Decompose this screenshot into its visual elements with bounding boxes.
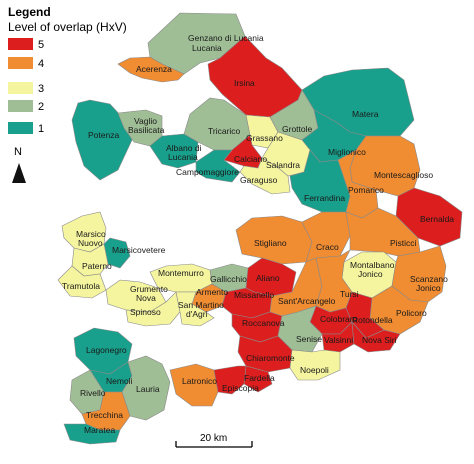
region-nova-siri [351, 321, 401, 353]
label-latronico: Latronico [182, 376, 217, 386]
label-grassano: Grassano [246, 133, 283, 143]
label-stigliano: Stigliano [254, 238, 287, 248]
label-genzano-2: Lucania [192, 43, 222, 53]
label-sant-arcangelo: Sant'Arcangelo [278, 296, 336, 306]
map-regions [57, 12, 463, 445]
label-nemoli: Nemoli [106, 376, 133, 386]
label-albano: Albano di [166, 143, 202, 153]
label-paterno: Paterno [82, 261, 112, 271]
label-episcopia: Episcopia [222, 383, 259, 393]
label-scanzano: Scanzano [410, 274, 448, 284]
label-armento: Armento [196, 287, 228, 297]
label-tramutola: Tramutola [62, 281, 100, 291]
label-miglionico: Miglionico [328, 147, 366, 157]
label-noepoli: Noepoli [300, 365, 329, 375]
legend-subtitle: Level of overlap (HxV) [8, 20, 127, 34]
legend-label-4: 4 [38, 58, 44, 70]
label-missanello: Missanello [234, 290, 274, 300]
label-vaglio-2: Basilicata [128, 125, 165, 135]
label-montalbano: Montalbano [350, 260, 395, 270]
label-rivello: Rivello [80, 388, 106, 398]
label-san-martino-2: d'Agri [186, 309, 208, 319]
label-montescaglioso: Montescaglioso [374, 170, 433, 180]
legend-swatch-3 [8, 82, 33, 94]
label-matera: Matera [352, 109, 379, 119]
label-montemurro: Montemurro [158, 268, 204, 278]
legend-label-2: 2 [38, 101, 44, 113]
label-scanzano-2: Jonico [416, 283, 441, 293]
label-san-martino: San Martino [178, 300, 224, 310]
legend-swatch-2 [8, 100, 33, 112]
label-roccanova: Roccanova [242, 318, 285, 328]
legend-label-5: 5 [38, 39, 44, 51]
label-marsicovetere: Marsicovetere [112, 245, 166, 255]
label-albano-2: Lucania [168, 152, 198, 162]
label-genzano: Genzano di Lucania [188, 33, 264, 43]
north-arrow-icon [12, 163, 26, 183]
label-pomarico: Pomarico [348, 185, 384, 195]
region-tramutola [57, 265, 107, 299]
town-labels: Genzano di Lucania Lucania Acerenza Irsi… [62, 33, 454, 435]
label-aliano: Aliano [256, 273, 280, 283]
label-marsico-2: Nuovo [78, 238, 103, 248]
label-calciano: Calciano [234, 154, 267, 164]
label-ferrandina: Ferrandina [304, 193, 345, 203]
label-lagonegro: Lagonegro [86, 345, 127, 355]
region-albano-di-lucania [149, 133, 199, 169]
legend-title: Legend [8, 5, 51, 19]
label-grumento: Grumento [130, 284, 168, 294]
label-montalbano-2: Jonico [358, 269, 383, 279]
region-san-martino-d-agri [175, 291, 215, 327]
region-latronico [169, 363, 219, 407]
label-lauria: Lauria [136, 384, 160, 394]
label-craco: Craco [316, 242, 339, 252]
label-potenza: Potenza [88, 130, 119, 140]
north-arrow: N [12, 146, 26, 183]
label-pisticci: Pisticci [390, 238, 417, 248]
label-nova-siri: Nova Siri [362, 335, 397, 345]
legend-swatch-5 [8, 38, 33, 50]
label-bernalda: Bernalda [420, 214, 454, 224]
label-grumento-2: Nova [136, 293, 156, 303]
label-valsinni: Valsinni [324, 335, 353, 345]
region-lauria [121, 355, 171, 421]
label-colobraro: Colobraro [320, 314, 358, 324]
label-trecchina: Trecchina [86, 410, 123, 420]
legend-swatch-1 [8, 122, 33, 134]
label-tricarico: Tricarico [208, 126, 241, 136]
region-maratea [63, 423, 121, 445]
legend-label-3: 3 [38, 83, 44, 95]
label-tursi: Tursi [340, 289, 359, 299]
region-acerenza [117, 56, 185, 83]
legend-label-1: 1 [38, 123, 44, 135]
region-garaguso [239, 157, 291, 195]
label-acerenza: Acerenza [136, 64, 172, 74]
label-rotondella: Rotondella [352, 315, 393, 325]
label-spinoso: Spinoso [130, 307, 161, 317]
label-salandra: Salandra [266, 160, 300, 170]
scale-label: 20 km [200, 433, 227, 444]
north-label: N [14, 146, 22, 158]
label-senise: Senise [296, 334, 322, 344]
region-potenza [71, 99, 133, 181]
label-grottole: Grottole [282, 124, 313, 134]
label-policoro: Policoro [396, 308, 427, 318]
label-vaglio: Vaglio [134, 116, 157, 126]
label-garaguso: Garaguso [240, 175, 278, 185]
label-chiaromonte: Chiaromonte [246, 353, 295, 363]
region-episcopia [213, 365, 247, 395]
legend: Legend Level of overlap (HxV) 5 4 3 2 1 [8, 5, 127, 135]
region-noepoli [289, 349, 341, 381]
region-pomarico [337, 149, 379, 219]
label-gallicchio: Gallicchio [210, 274, 247, 284]
scale-bar: 20 km [175, 433, 253, 448]
label-irsina: Irsina [234, 78, 255, 88]
label-maratea: Maratea [84, 425, 115, 435]
label-campomaggiore: Campomaggiore [176, 167, 239, 177]
legend-swatch-4 [8, 57, 33, 69]
label-fardella: Fardella [244, 373, 275, 383]
label-marsico: Marsico [76, 229, 106, 239]
